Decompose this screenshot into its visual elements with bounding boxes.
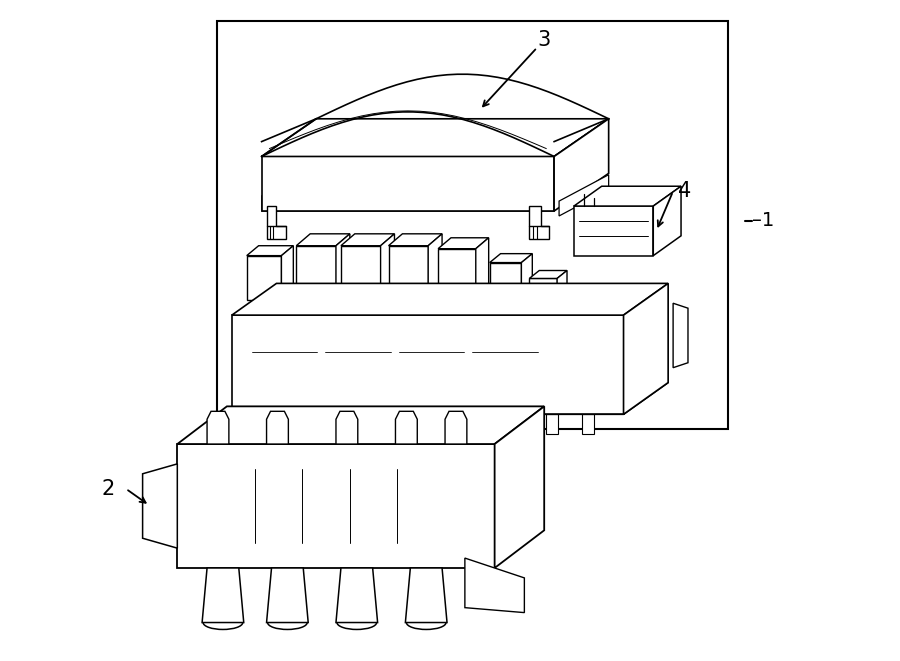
Polygon shape (574, 206, 653, 256)
Polygon shape (490, 254, 532, 262)
Text: 2: 2 (102, 479, 114, 498)
Bar (252, 327, 317, 377)
Polygon shape (202, 568, 244, 623)
Polygon shape (428, 234, 442, 297)
Polygon shape (574, 186, 681, 206)
Polygon shape (395, 411, 418, 444)
Polygon shape (673, 303, 688, 368)
Polygon shape (529, 206, 549, 239)
Polygon shape (476, 238, 489, 298)
Polygon shape (296, 234, 350, 246)
Bar (207, 464, 445, 548)
Polygon shape (177, 407, 544, 444)
Bar (368, 414, 380, 434)
Polygon shape (336, 234, 350, 297)
Polygon shape (207, 411, 229, 444)
Polygon shape (438, 249, 476, 298)
Polygon shape (247, 256, 282, 300)
Bar (546, 414, 558, 434)
Polygon shape (529, 278, 557, 313)
Bar (333, 414, 345, 434)
Bar (341, 329, 374, 341)
Polygon shape (232, 284, 668, 315)
Polygon shape (490, 262, 521, 302)
Polygon shape (142, 464, 177, 548)
Polygon shape (405, 568, 447, 623)
Bar (399, 327, 464, 377)
Bar (582, 414, 594, 434)
Polygon shape (262, 119, 608, 157)
Bar (475, 414, 487, 434)
Text: 4: 4 (678, 181, 691, 201)
Polygon shape (341, 246, 381, 297)
Polygon shape (266, 206, 286, 239)
Polygon shape (465, 558, 525, 613)
Polygon shape (559, 175, 608, 216)
Polygon shape (266, 411, 288, 444)
Bar (262, 414, 274, 434)
Bar (404, 414, 416, 434)
Polygon shape (389, 234, 442, 246)
Bar (146, 486, 160, 525)
Bar (489, 329, 521, 341)
Polygon shape (445, 411, 467, 444)
Polygon shape (521, 254, 532, 302)
Bar (511, 414, 523, 434)
Bar (439, 414, 452, 434)
Polygon shape (282, 246, 293, 300)
Polygon shape (232, 383, 668, 414)
Polygon shape (336, 411, 358, 444)
Polygon shape (177, 444, 495, 568)
Polygon shape (557, 270, 567, 313)
Bar (268, 329, 301, 341)
Bar (415, 329, 447, 341)
Polygon shape (262, 157, 554, 211)
Bar (472, 327, 537, 377)
Polygon shape (262, 196, 554, 211)
Polygon shape (336, 568, 378, 623)
Polygon shape (624, 284, 668, 414)
Polygon shape (381, 234, 394, 297)
Polygon shape (438, 238, 489, 249)
Bar (325, 327, 391, 377)
Polygon shape (529, 270, 567, 278)
Bar (297, 414, 309, 434)
Polygon shape (554, 119, 608, 211)
Polygon shape (341, 234, 394, 246)
Bar (217, 20, 727, 429)
Text: 3: 3 (537, 30, 551, 50)
Polygon shape (389, 246, 428, 297)
Polygon shape (495, 407, 544, 568)
Polygon shape (296, 246, 336, 297)
Polygon shape (247, 246, 293, 256)
Polygon shape (266, 568, 308, 623)
Polygon shape (232, 315, 624, 414)
Polygon shape (653, 186, 681, 256)
Text: –1: –1 (752, 212, 775, 231)
